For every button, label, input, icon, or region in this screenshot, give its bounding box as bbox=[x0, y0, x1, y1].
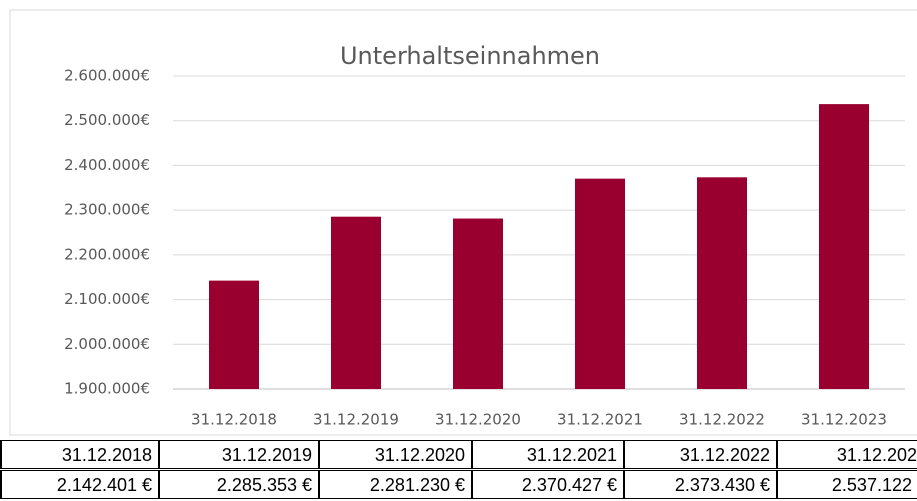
table-cell: 2.281.230 € bbox=[320, 470, 473, 499]
table-header-row: 31.12.2018 31.12.2019 31.12.2020 31.12.2021… bbox=[0, 440, 917, 470]
bar bbox=[697, 177, 747, 389]
table-cell: 31.12.2023 bbox=[778, 440, 917, 469]
bar bbox=[575, 178, 625, 389]
table-cell: 31.12.2018 bbox=[0, 440, 160, 469]
y-tick-label: 2.100.000€ bbox=[64, 290, 150, 308]
bar bbox=[209, 280, 259, 389]
table-cell: 2.285.353 € bbox=[160, 470, 320, 499]
y-tick-label: 1.900.000€ bbox=[64, 380, 150, 398]
y-tick-label: 2.000.000€ bbox=[64, 335, 150, 353]
bar bbox=[819, 104, 869, 389]
bar bbox=[331, 216, 381, 389]
y-tick-label: 2.400.000€ bbox=[64, 156, 150, 174]
table-cell: 2.537.122 € bbox=[778, 470, 917, 499]
x-tick-label: 31.12.2021 bbox=[557, 411, 643, 429]
table-cell: 31.12.2022 bbox=[625, 440, 778, 469]
table-value-row: 2.142.401 €2.285.353 €2.281.230 €2.370.4… bbox=[0, 470, 917, 500]
x-tick-label: 31.12.2018 bbox=[191, 411, 277, 429]
y-tick-label: 2.500.000€ bbox=[64, 111, 150, 129]
bar bbox=[453, 218, 503, 389]
chart-title: Unterhaltseinnahmen bbox=[340, 42, 600, 70]
y-tick-label: 2.200.000€ bbox=[64, 245, 150, 263]
y-tick-label: 2.300.000€ bbox=[64, 201, 150, 219]
table-cell: 2.373.430 € bbox=[625, 470, 778, 499]
table-cell: 31.12.2021 bbox=[473, 440, 625, 469]
x-tick-label: 31.12.2019 bbox=[313, 411, 399, 429]
x-tick-label: 31.12.2022 bbox=[679, 411, 765, 429]
table-cell: 2.370.427 € bbox=[473, 470, 625, 499]
y-tick-label: 2.600.000€ bbox=[64, 67, 150, 85]
x-tick-label: 31.12.2020 bbox=[435, 411, 521, 429]
chart: Unterhaltseinnahmen 1.900.000€ 2.000.000€… bbox=[9, 9, 917, 436]
x-tick-label: 31.12.2023 bbox=[801, 411, 887, 429]
table-cell: 2.142.401 € bbox=[0, 470, 160, 499]
table-cell: 31.12.2019 bbox=[160, 440, 320, 469]
table-cell: 31.12.2020 bbox=[320, 440, 473, 469]
data-table: 31.12.2018 31.12.2019 31.12.2020 31.12.2021… bbox=[0, 440, 917, 501]
